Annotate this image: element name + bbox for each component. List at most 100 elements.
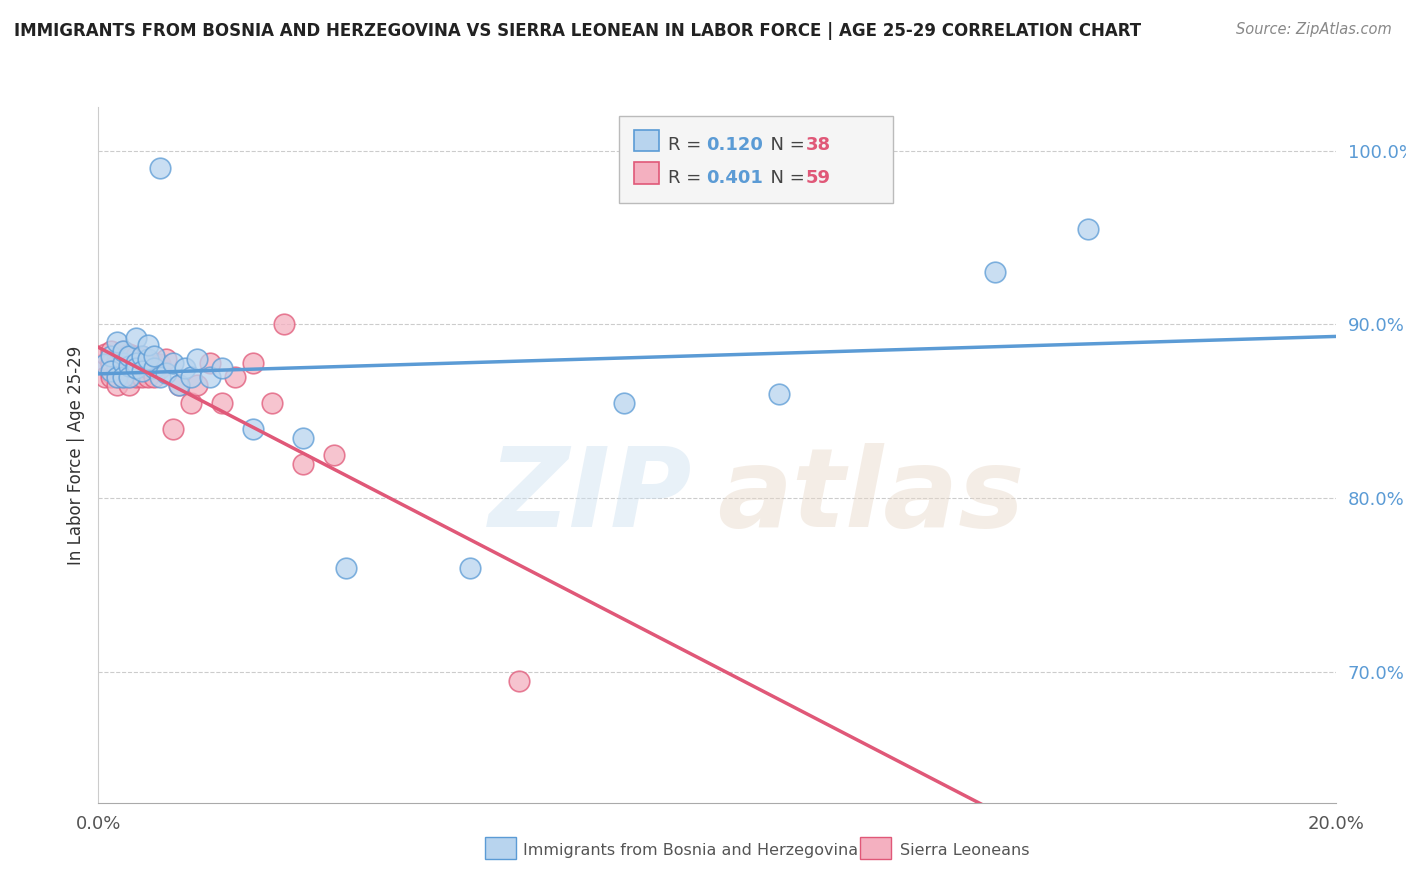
- Point: [118, 358, 141, 372]
- Text: ZIP: ZIP: [489, 443, 692, 550]
- Point: [167, 378, 190, 392]
- Point: [242, 356, 264, 370]
- Point: [143, 360, 166, 375]
- Point: [131, 364, 153, 378]
- Point: [131, 360, 153, 375]
- Point: [149, 369, 172, 384]
- Point: [100, 349, 122, 363]
- Point: [118, 369, 141, 384]
- Point: [124, 360, 146, 375]
- Point: [118, 360, 141, 375]
- Point: [273, 318, 295, 332]
- Point: [118, 359, 141, 374]
- Point: [118, 378, 141, 392]
- Point: [118, 347, 141, 361]
- Point: [93, 369, 115, 384]
- Point: [118, 356, 141, 370]
- Point: [291, 431, 314, 445]
- Point: [93, 356, 115, 370]
- Point: [105, 352, 128, 367]
- Point: [143, 356, 166, 370]
- Point: [242, 422, 264, 436]
- Point: [93, 347, 115, 361]
- Point: [118, 369, 141, 384]
- Point: [100, 343, 122, 358]
- Point: [131, 349, 153, 363]
- Point: [162, 422, 184, 436]
- Text: R =: R =: [668, 136, 707, 154]
- Text: N =: N =: [759, 169, 811, 186]
- Text: atlas: atlas: [717, 443, 1025, 550]
- Point: [167, 378, 190, 392]
- Y-axis label: In Labor Force | Age 25-29: In Labor Force | Age 25-29: [66, 345, 84, 565]
- Point: [105, 378, 128, 392]
- Point: [260, 395, 283, 409]
- Point: [124, 356, 146, 370]
- Point: [613, 395, 636, 409]
- Point: [105, 364, 128, 378]
- Point: [124, 356, 146, 370]
- Point: [335, 561, 357, 575]
- Point: [149, 360, 172, 375]
- Point: [211, 395, 233, 409]
- Point: [105, 334, 128, 349]
- Point: [112, 343, 135, 358]
- Text: 0.120: 0.120: [706, 136, 762, 154]
- Point: [291, 457, 314, 471]
- Text: Sierra Leoneans: Sierra Leoneans: [900, 843, 1029, 857]
- Text: R =: R =: [668, 169, 707, 186]
- Text: Source: ZipAtlas.com: Source: ZipAtlas.com: [1236, 22, 1392, 37]
- Text: Immigrants from Bosnia and Herzegovina: Immigrants from Bosnia and Herzegovina: [523, 843, 858, 857]
- Point: [155, 352, 177, 367]
- Point: [112, 349, 135, 363]
- Point: [112, 356, 135, 370]
- Point: [149, 161, 172, 175]
- Point: [186, 378, 208, 392]
- Point: [124, 369, 146, 384]
- Point: [458, 561, 481, 575]
- Point: [136, 360, 159, 375]
- Point: [124, 358, 146, 372]
- Point: [149, 358, 172, 372]
- Point: [112, 356, 135, 370]
- Point: [112, 369, 135, 384]
- Point: [105, 369, 128, 384]
- Point: [136, 338, 159, 352]
- Point: [100, 356, 122, 370]
- Point: [162, 356, 184, 370]
- Point: [124, 331, 146, 345]
- Point: [118, 368, 141, 382]
- Point: [124, 360, 146, 375]
- Point: [186, 352, 208, 367]
- Text: 38: 38: [806, 136, 831, 154]
- Point: [768, 387, 790, 401]
- Point: [131, 349, 153, 363]
- Point: [112, 358, 135, 372]
- Point: [136, 352, 159, 367]
- Point: [174, 360, 197, 375]
- Point: [155, 366, 177, 380]
- Point: [118, 349, 141, 363]
- Point: [105, 360, 128, 375]
- Text: IMMIGRANTS FROM BOSNIA AND HERZEGOVINA VS SIERRA LEONEAN IN LABOR FORCE | AGE 25: IMMIGRANTS FROM BOSNIA AND HERZEGOVINA V…: [14, 22, 1142, 40]
- Point: [198, 356, 221, 370]
- Point: [211, 360, 233, 375]
- Point: [100, 364, 122, 378]
- Point: [322, 448, 344, 462]
- Point: [100, 366, 122, 380]
- Point: [508, 674, 530, 689]
- Text: 0.401: 0.401: [706, 169, 762, 186]
- Point: [105, 358, 128, 372]
- Text: 59: 59: [806, 169, 831, 186]
- Point: [112, 364, 135, 378]
- Text: N =: N =: [759, 136, 811, 154]
- Point: [180, 395, 202, 409]
- Point: [112, 369, 135, 384]
- Point: [136, 369, 159, 384]
- Point: [131, 358, 153, 372]
- Point: [1077, 222, 1099, 236]
- Point: [136, 356, 159, 370]
- Point: [984, 265, 1007, 279]
- Point: [198, 369, 221, 384]
- Point: [180, 369, 202, 384]
